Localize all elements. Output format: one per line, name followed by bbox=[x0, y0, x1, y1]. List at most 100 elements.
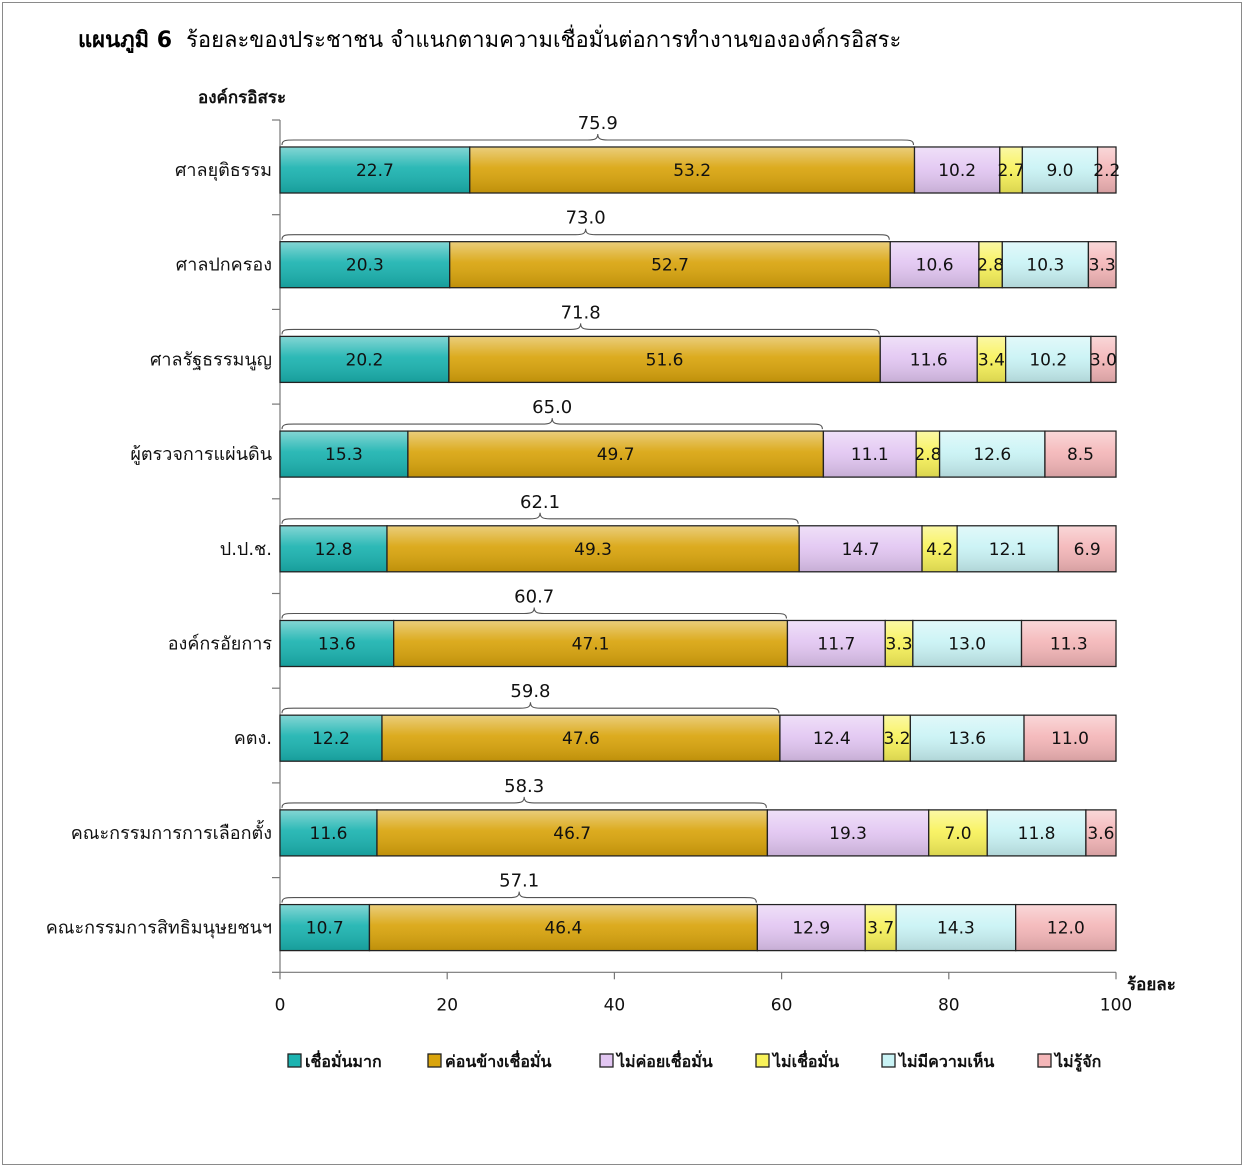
bar-segment-sheen bbox=[1006, 337, 1091, 382]
data-label: 10.3 bbox=[1026, 256, 1064, 276]
data-label: 6.9 bbox=[1074, 540, 1101, 560]
bar-segment-sheen bbox=[280, 526, 387, 572]
data-label: 49.7 bbox=[597, 445, 635, 465]
data-label: 13.6 bbox=[948, 729, 986, 749]
legend-label: ไม่เชื่อมั่น bbox=[771, 1050, 839, 1071]
bracket-total-label: 58.3 bbox=[504, 776, 544, 797]
data-label: 12.2 bbox=[312, 729, 350, 749]
data-label: 52.7 bbox=[651, 256, 689, 276]
data-label: 13.0 bbox=[948, 635, 986, 655]
figure-title: แผนภูมิ 6 ร้อยละของประชาชน จำแนกตามความเ… bbox=[78, 22, 901, 57]
bracket-total-label: 75.9 bbox=[578, 113, 618, 134]
bar-segment-sheen bbox=[1000, 147, 1022, 193]
bar-segment-sheen bbox=[382, 715, 780, 761]
bar-segment-sheen bbox=[450, 242, 890, 288]
total-bracket bbox=[281, 891, 757, 903]
bar-segment-sheen bbox=[913, 621, 1021, 666]
bar-segment-sheen bbox=[910, 715, 1024, 761]
bar-segment-sheen bbox=[394, 621, 787, 666]
bar-segment-sheen bbox=[865, 905, 896, 950]
bar-segment-sheen bbox=[1086, 810, 1116, 856]
data-label: 3.3 bbox=[1089, 256, 1116, 276]
bar-segment-sheen bbox=[884, 715, 910, 761]
data-label: 46.4 bbox=[544, 919, 582, 939]
data-label: 11.6 bbox=[910, 350, 948, 370]
category-label: ป.ป.ช. bbox=[220, 539, 272, 560]
bracket-total-label: 65.0 bbox=[532, 397, 572, 418]
category-label: คณะกรรมการสิทธิมนุษยชนฯ bbox=[46, 918, 272, 939]
bar-segment-sheen bbox=[1002, 242, 1088, 288]
data-label: 11.6 bbox=[310, 824, 348, 844]
bar-segment-sheen bbox=[1024, 715, 1116, 761]
total-bracket bbox=[281, 418, 823, 430]
data-label: 49.3 bbox=[574, 540, 612, 560]
data-label: 20.3 bbox=[346, 256, 384, 276]
data-label: 12.6 bbox=[973, 445, 1011, 465]
bar-segment-sheen bbox=[280, 621, 394, 666]
x-tick-label: 20 bbox=[436, 995, 458, 1015]
legend-label: ไม่มีความเห็น bbox=[897, 1050, 994, 1071]
bar-segment-sheen bbox=[979, 242, 1002, 288]
data-label: 51.6 bbox=[646, 350, 684, 370]
bracket-total-label: 71.8 bbox=[561, 302, 601, 323]
data-label: 53.2 bbox=[673, 161, 711, 181]
data-label: 3.4 bbox=[978, 350, 1005, 370]
total-bracket bbox=[281, 796, 767, 808]
data-label: 22.7 bbox=[356, 161, 394, 181]
bracket-total-label: 73.0 bbox=[566, 208, 606, 229]
data-label: 2.8 bbox=[914, 445, 941, 465]
data-label: 12.4 bbox=[813, 729, 851, 749]
legend-label: ไม่รู้จัก bbox=[1053, 1052, 1101, 1073]
bar-segment-sheen bbox=[788, 621, 885, 666]
legend-swatch bbox=[427, 1053, 442, 1068]
data-label: 2.2 bbox=[1093, 161, 1120, 181]
legend-label: ไม่ค่อยเชื่อมั่น bbox=[615, 1050, 713, 1071]
bar-segment-sheen bbox=[890, 242, 979, 288]
data-label: 3.6 bbox=[1087, 824, 1114, 844]
bar-segment-sheen bbox=[880, 337, 977, 382]
data-label: 11.1 bbox=[851, 445, 889, 465]
bracket-total-label: 60.7 bbox=[514, 587, 554, 608]
bar-segment-sheen bbox=[1022, 147, 1098, 193]
data-label: 11.8 bbox=[1018, 824, 1056, 844]
x-tick-label: 100 bbox=[1100, 995, 1132, 1015]
bar-segment-sheen bbox=[799, 526, 922, 572]
bar-segment-sheen bbox=[915, 147, 1000, 193]
data-label: 19.3 bbox=[829, 824, 867, 844]
bar-segment-sheen bbox=[280, 242, 450, 288]
bracket-total-label: 59.8 bbox=[510, 681, 550, 702]
bar-segment-sheen bbox=[280, 810, 377, 856]
bar-segment-sheen bbox=[1098, 147, 1116, 193]
total-bracket bbox=[281, 607, 788, 619]
data-label: 10.2 bbox=[938, 161, 976, 181]
figure-number: แผนภูมิ 6 bbox=[78, 28, 173, 53]
bracket-total-label: 57.1 bbox=[499, 871, 539, 892]
category-label: ศาลยุติธรรม bbox=[175, 160, 272, 181]
data-label: 2.7 bbox=[998, 161, 1025, 181]
data-label: 3.7 bbox=[867, 919, 894, 939]
bar-segment-sheen bbox=[1089, 242, 1116, 288]
category-label: คตง. bbox=[234, 728, 272, 749]
bar-segment-sheen bbox=[449, 337, 880, 382]
category-label: องค์กรอัยการ bbox=[168, 634, 273, 655]
legend-label: ค่อนข้างเชื่อมั่น bbox=[445, 1050, 551, 1071]
bar-segment-sheen bbox=[370, 905, 757, 950]
bar-segment-sheen bbox=[1091, 337, 1116, 382]
data-label: 10.2 bbox=[1029, 350, 1067, 370]
data-label: 12.9 bbox=[792, 919, 830, 939]
category-label: ผู้ตรวจการแผ่นดิน bbox=[130, 444, 272, 465]
x-tick-label: 60 bbox=[771, 995, 793, 1015]
data-label: 7.0 bbox=[944, 824, 971, 844]
plot-area: 0 20 40 60 80 100 ศาลยุติธรรม 22.7 53.2 10.2 2.7 9.… bbox=[46, 113, 1132, 1015]
data-label: 46.7 bbox=[553, 824, 591, 844]
data-label: 9.0 bbox=[1046, 161, 1073, 181]
data-label: 14.7 bbox=[842, 540, 880, 560]
x-tick-label: 80 bbox=[938, 995, 960, 1015]
data-label: 47.6 bbox=[562, 729, 600, 749]
bar-segment-sheen bbox=[1022, 621, 1116, 666]
data-label: 12.1 bbox=[989, 540, 1027, 560]
bar-segment-sheen bbox=[757, 905, 865, 950]
legend-swatch bbox=[755, 1053, 770, 1068]
total-bracket bbox=[281, 133, 915, 146]
